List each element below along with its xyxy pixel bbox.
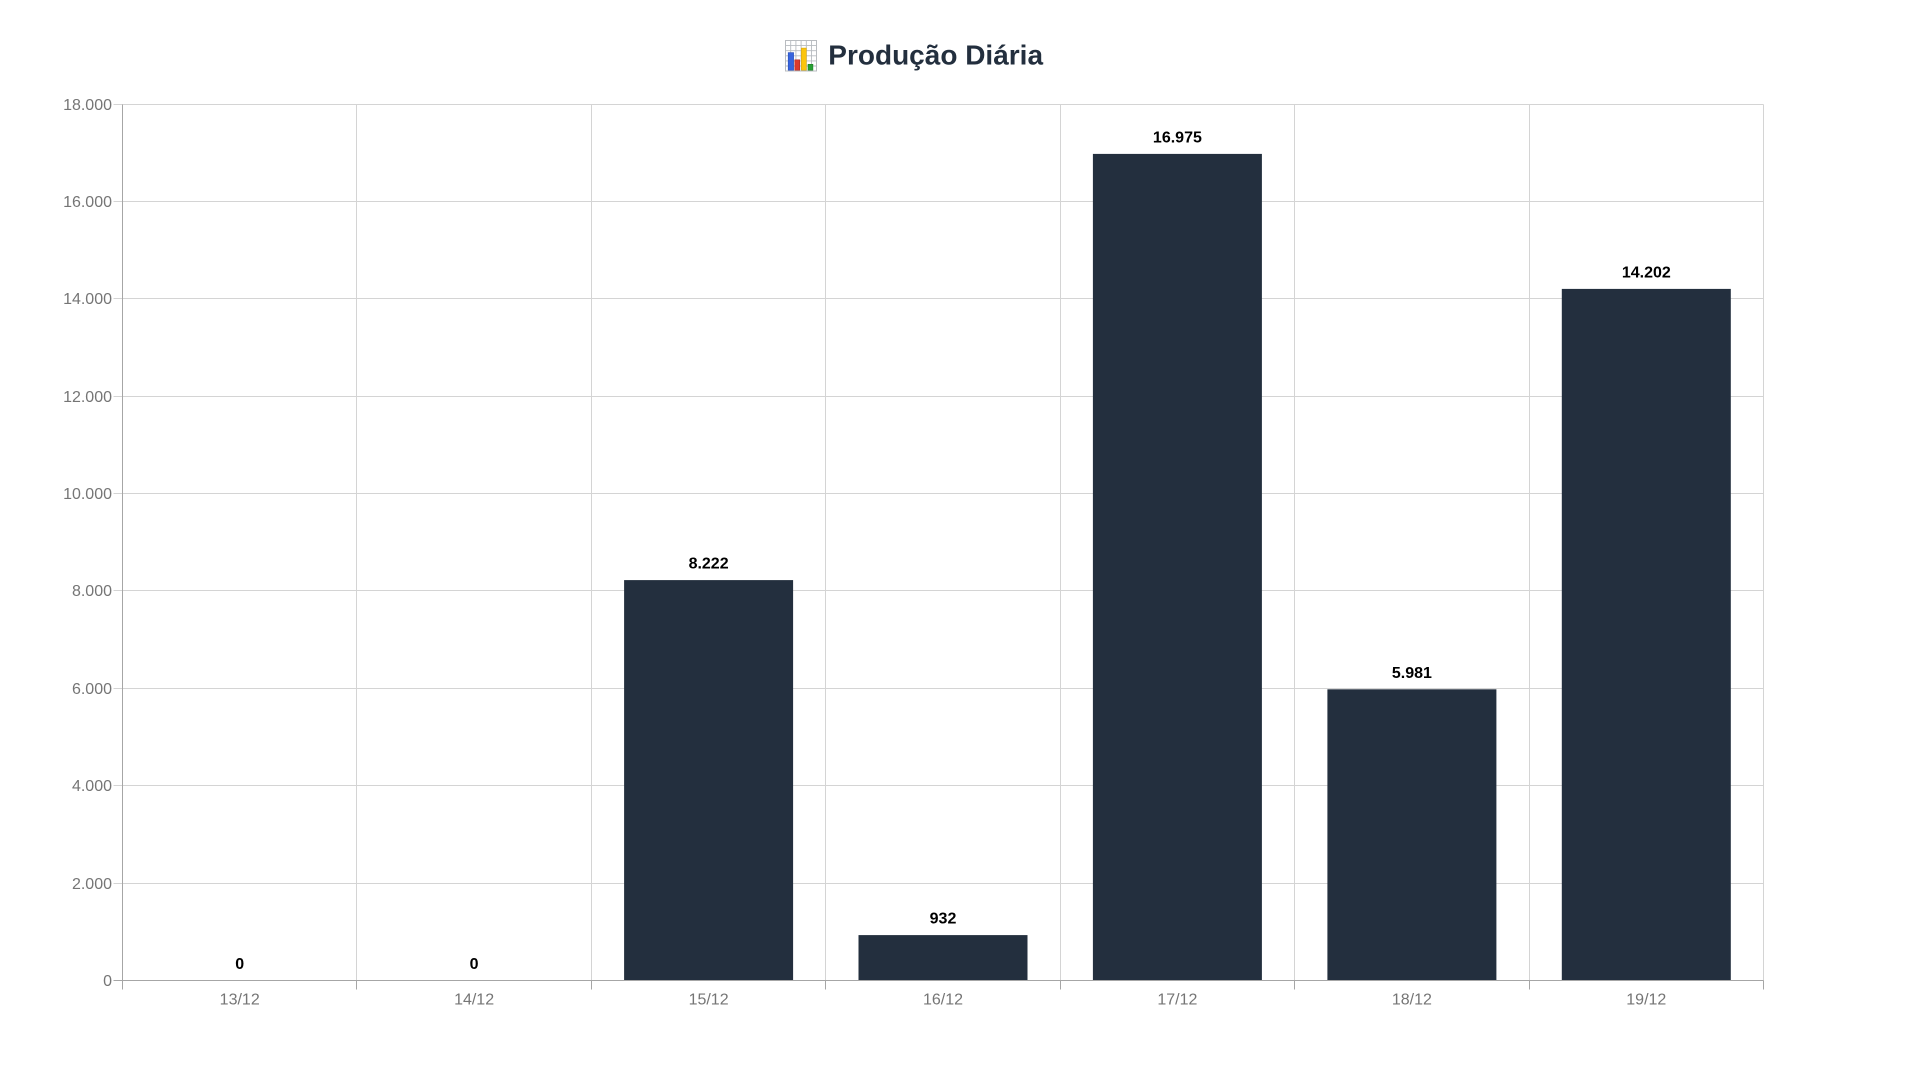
svg-text:15/12: 15/12 (689, 992, 729, 1009)
svg-text:5.981: 5.981 (1392, 665, 1432, 682)
svg-text:14.000: 14.000 (63, 291, 112, 308)
svg-text:0: 0 (235, 956, 244, 973)
svg-text:932: 932 (930, 911, 957, 928)
svg-text:17/12: 17/12 (1157, 992, 1197, 1009)
svg-text:12.000: 12.000 (63, 389, 112, 406)
svg-text:18.000: 18.000 (63, 97, 112, 114)
svg-text:0: 0 (103, 973, 112, 990)
svg-text:Produção Diária: Produção Diária (828, 39, 1043, 70)
svg-text:0: 0 (470, 956, 479, 973)
svg-text:14.202: 14.202 (1622, 264, 1671, 281)
svg-text:8.000: 8.000 (72, 583, 112, 600)
svg-text:10.000: 10.000 (63, 486, 112, 503)
svg-text:2.000: 2.000 (72, 876, 112, 893)
svg-text:18/12: 18/12 (1392, 992, 1432, 1009)
svg-text:16/12: 16/12 (923, 992, 963, 1009)
svg-text:16.000: 16.000 (63, 194, 112, 211)
svg-text:6.000: 6.000 (72, 681, 112, 698)
svg-text:19/12: 19/12 (1626, 992, 1666, 1009)
svg-text:14/12: 14/12 (454, 992, 494, 1009)
svg-text:13/12: 13/12 (220, 992, 260, 1009)
svg-text:4.000: 4.000 (72, 778, 112, 795)
svg-text:16.975: 16.975 (1153, 129, 1202, 146)
svg-text:8.222: 8.222 (689, 556, 729, 573)
